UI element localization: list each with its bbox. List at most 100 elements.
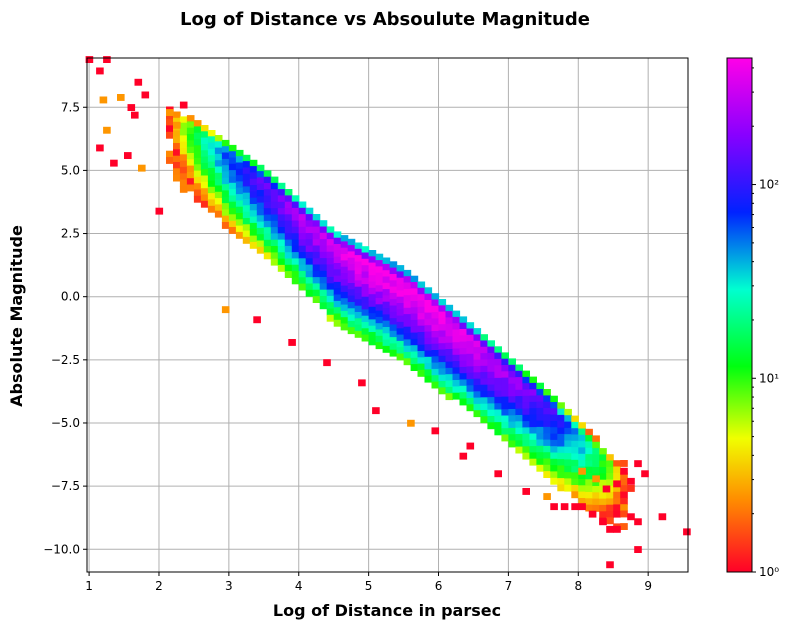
- heatmap-cell: [179, 185, 188, 193]
- heatmap-cell: [235, 213, 244, 220]
- colorbar-tick-label: 10²: [759, 178, 779, 192]
- heatmap-cell: [277, 201, 286, 209]
- heatmap-cell: [431, 318, 440, 326]
- heatmap-cell: [536, 401, 544, 409]
- heatmap-cell: [354, 293, 363, 300]
- heatmap-cell: [585, 466, 593, 474]
- heatmap-cell: [480, 378, 488, 386]
- heatmap-cell: [557, 459, 565, 466]
- heatmap-cell: [333, 256, 342, 264]
- heatmap-cell: [284, 239, 293, 247]
- heatmap-cell: [620, 491, 628, 499]
- heatmap-cell: [361, 246, 370, 254]
- heatmap-cell: [326, 289, 335, 297]
- heatmap-cell: [606, 492, 614, 499]
- heatmap-cell: [214, 153, 223, 161]
- heatmap-cell: [522, 408, 530, 416]
- heatmap-cell: [221, 171, 230, 179]
- heatmap-cell: [396, 296, 405, 304]
- heatmap-cell: [557, 440, 565, 448]
- heatmap-cell: [173, 136, 181, 144]
- heatmap-cell: [312, 264, 321, 272]
- heatmap-cell: [522, 440, 530, 447]
- heatmap-cell: [200, 144, 209, 151]
- heatmap-cell: [242, 224, 251, 232]
- heatmap-cell: [256, 227, 265, 235]
- heatmap-cell: [256, 221, 265, 229]
- heatmap-cell: [354, 299, 363, 307]
- heatmap-cell: [242, 211, 251, 219]
- heatmap-cell: [186, 127, 195, 135]
- heatmap-cell: [410, 326, 419, 334]
- heatmap-cell: [368, 319, 377, 327]
- heatmap-cell: [354, 286, 363, 294]
- heatmap-cell: [221, 203, 230, 210]
- heatmap-cell: [431, 427, 440, 435]
- heatmap-cell: [592, 435, 600, 443]
- heatmap-cell: [529, 433, 537, 441]
- heatmap-cell: [228, 195, 237, 203]
- heatmap-cell: [249, 216, 258, 224]
- heatmap-cell: [305, 264, 314, 272]
- heatmap-cell: [110, 159, 118, 167]
- heatmap-cell: [382, 257, 391, 265]
- heatmap-cell: [305, 245, 314, 253]
- heatmap-cell: [263, 195, 272, 203]
- heatmap-cell: [396, 321, 405, 329]
- heatmap-cell: [557, 471, 565, 479]
- heatmap-cell: [389, 343, 398, 351]
- heatmap-cell: [326, 232, 335, 240]
- heatmap-cell: [417, 313, 426, 320]
- heatmap-cell: [487, 409, 495, 417]
- heatmap-cell: [389, 286, 398, 294]
- heatmap-cell: [228, 151, 237, 159]
- heatmap-cell: [235, 162, 244, 170]
- heatmap-cell: [284, 233, 293, 241]
- heatmap-cell: [403, 358, 412, 366]
- heatmap-cell: [410, 332, 419, 340]
- heatmap-cell: [319, 226, 328, 234]
- heatmap-cell: [487, 403, 495, 411]
- heatmap-cell: [529, 389, 537, 397]
- heatmap-cell: [340, 310, 349, 318]
- heatmap-cell: [382, 270, 391, 278]
- heatmap-cell: [473, 372, 482, 380]
- heatmap-cell: [396, 277, 405, 285]
- heatmap-cell: [214, 210, 223, 218]
- heatmap-cell: [186, 134, 195, 141]
- heatmap-cell: [515, 383, 523, 391]
- heatmap-cell: [235, 181, 244, 189]
- heatmap-cell: [389, 261, 398, 269]
- heatmap-cell: [277, 189, 286, 196]
- heatmap-cell: [403, 345, 412, 353]
- heatmap-cell: [480, 416, 488, 424]
- heatmap-cell: [256, 183, 265, 191]
- heatmap-cell: [291, 220, 300, 228]
- heatmap-cell: [179, 179, 188, 187]
- heatmap-cell: [277, 252, 286, 260]
- heatmap-cell: [354, 318, 363, 326]
- heatmap-cell: [319, 232, 328, 240]
- heatmap-cell: [543, 395, 551, 403]
- heatmap-cell: [410, 301, 419, 308]
- heatmap-cell: [375, 304, 384, 312]
- heatmap-cell: [361, 277, 370, 285]
- heatmap-cell: [417, 325, 426, 333]
- heatmap-cell: [368, 287, 377, 295]
- heatmap-cell: [235, 168, 244, 176]
- heatmap-cell: [312, 296, 321, 303]
- heatmap-cell: [424, 293, 433, 301]
- heatmap-cell: [319, 277, 328, 284]
- heatmap-cell: [508, 434, 516, 442]
- heatmap-cell: [340, 304, 349, 312]
- heatmap-cell: [291, 258, 300, 266]
- heatmap-cell: [515, 446, 523, 454]
- heatmap-cell: [256, 164, 265, 172]
- heatmap-cell: [431, 350, 440, 357]
- heatmap-cell: [207, 199, 216, 207]
- heatmap-cell: [193, 164, 202, 172]
- heatmap-cell: [249, 235, 258, 243]
- heatmap-cell: [263, 189, 272, 197]
- heatmap-cell: [193, 195, 202, 203]
- heatmap-cell: [326, 276, 335, 284]
